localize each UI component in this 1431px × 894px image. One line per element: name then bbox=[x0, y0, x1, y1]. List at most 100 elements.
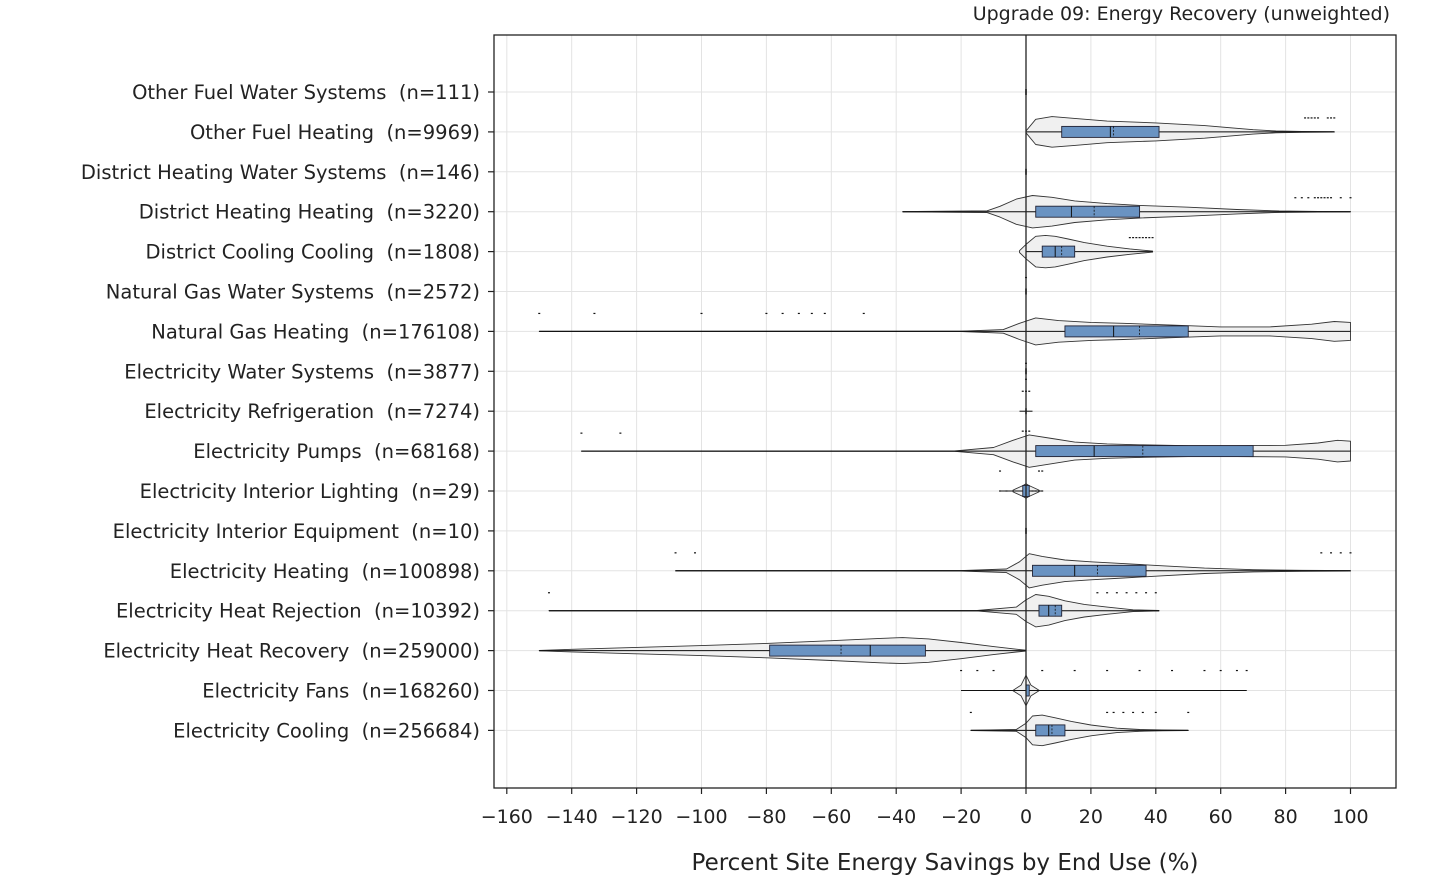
x-tick-label: 20 bbox=[1079, 806, 1103, 828]
category-label: Electricity Interior Equipment (n=10) bbox=[113, 520, 480, 543]
x-tick-label: −100 bbox=[675, 806, 727, 828]
x-tick-label: 40 bbox=[1144, 806, 1168, 828]
outlier-point bbox=[781, 312, 784, 315]
outlier-point bbox=[1138, 669, 1141, 672]
outlier-point bbox=[1339, 197, 1342, 199]
outlier-point bbox=[1323, 197, 1326, 199]
outlier-point bbox=[1320, 197, 1323, 199]
outlier-point bbox=[1294, 197, 1297, 199]
outlier-point bbox=[593, 312, 596, 315]
outlier-point bbox=[1313, 117, 1316, 119]
grid-lines bbox=[494, 35, 1396, 788]
outlier-point bbox=[1028, 430, 1031, 432]
outlier-point bbox=[674, 552, 677, 554]
outlier-point bbox=[1073, 669, 1076, 672]
outlier-point bbox=[1028, 390, 1031, 392]
category-label: District Heating Heating (n=3220) bbox=[139, 201, 480, 224]
outlier-point bbox=[1034, 490, 1037, 492]
x-tick-label: 60 bbox=[1209, 806, 1233, 828]
violin-group bbox=[1025, 116, 1336, 148]
outlier-point bbox=[580, 432, 583, 434]
outlier-point bbox=[810, 312, 813, 315]
outlier-point bbox=[1349, 552, 1352, 554]
outlier-point bbox=[1145, 592, 1148, 594]
outlier-point bbox=[538, 312, 541, 315]
iqr-box bbox=[769, 644, 926, 657]
outlier-point bbox=[1037, 490, 1040, 492]
outlier-point bbox=[1304, 117, 1307, 119]
violin-group bbox=[969, 711, 1190, 747]
outlier-point bbox=[797, 312, 800, 315]
outlier-point bbox=[1145, 237, 1148, 239]
outlier-point bbox=[1307, 117, 1310, 119]
outlier-point bbox=[992, 669, 995, 672]
outlier-point bbox=[694, 552, 697, 554]
x-tick-label: −120 bbox=[611, 806, 663, 828]
category-label: Other Fuel Water Systems (n=111) bbox=[132, 81, 480, 104]
category-label: Electricity Heat Recovery (n=259000) bbox=[103, 640, 480, 663]
outlier-point bbox=[1330, 197, 1333, 199]
outlier-point bbox=[823, 312, 826, 315]
outlier-point bbox=[1320, 552, 1323, 554]
outlier-point bbox=[1330, 117, 1333, 119]
iqr-box bbox=[1064, 325, 1189, 338]
x-tick-label: −80 bbox=[746, 806, 786, 828]
category-label: Electricity Fans (n=168260) bbox=[202, 680, 480, 703]
outlier-point bbox=[976, 669, 979, 672]
x-axis-label: Percent Site Energy Savings by End Use (… bbox=[692, 850, 1199, 876]
outlier-point bbox=[1148, 237, 1151, 239]
outlier-point bbox=[1031, 490, 1034, 492]
outlier-point bbox=[1326, 117, 1329, 119]
iqr-box bbox=[1041, 245, 1076, 258]
x-tick-label: 80 bbox=[1274, 806, 1298, 828]
outlier-point bbox=[969, 711, 972, 714]
outlier-point bbox=[1125, 592, 1128, 594]
iqr-box bbox=[1038, 604, 1063, 617]
outlier-point bbox=[1300, 197, 1303, 199]
category-label: Natural Gas Heating (n=176108) bbox=[151, 320, 480, 343]
outlier-point bbox=[1005, 490, 1008, 492]
outlier-point bbox=[1021, 390, 1024, 392]
outlier-point bbox=[1333, 117, 1336, 119]
outlier-point bbox=[999, 470, 1002, 472]
category-label: Other Fuel Heating (n=9969) bbox=[190, 121, 480, 144]
category-label: Electricity Cooling (n=256684) bbox=[173, 719, 480, 742]
outlier-point bbox=[1317, 197, 1320, 199]
x-tick-label: −20 bbox=[941, 806, 981, 828]
outlier-point bbox=[619, 432, 622, 434]
outlier-point bbox=[1349, 197, 1352, 199]
outlier-point bbox=[1021, 430, 1024, 432]
iqr-box bbox=[1035, 205, 1141, 218]
chart-title: Upgrade 09: Energy Recovery (unweighted) bbox=[973, 3, 1390, 25]
category-label: Natural Gas Water Systems (n=2572) bbox=[106, 281, 480, 304]
category-label: Electricity Heat Rejection (n=10392) bbox=[116, 600, 480, 623]
outlier-point bbox=[1041, 669, 1044, 672]
outlier-point bbox=[1245, 669, 1248, 672]
outlier-point bbox=[1141, 237, 1144, 239]
outlier-point bbox=[1339, 552, 1342, 554]
outlier-point bbox=[1106, 592, 1109, 594]
outlier-point bbox=[1135, 237, 1138, 239]
outlier-point bbox=[1106, 669, 1109, 672]
violin-group bbox=[902, 195, 1352, 229]
outlier-point bbox=[1219, 669, 1222, 672]
axes: −160 −140 −120 −100 −80 −60 −40 −20 0 20 40 60 80 100… bbox=[81, 34, 1397, 828]
violin-group bbox=[580, 432, 1351, 472]
x-tick-label: −160 bbox=[481, 806, 533, 828]
x-tick-label: −60 bbox=[811, 806, 851, 828]
category-label: Electricity Refrigeration (n=7274) bbox=[144, 400, 480, 423]
outlier-point bbox=[862, 312, 865, 315]
outlier-point bbox=[1313, 197, 1316, 199]
violin-group bbox=[547, 592, 1160, 628]
category-label: Electricity Heating (n=100898) bbox=[170, 560, 480, 583]
iqr-box bbox=[1035, 724, 1066, 737]
outlier-point bbox=[1330, 552, 1333, 554]
violin-group bbox=[538, 312, 1351, 346]
outlier-point bbox=[999, 490, 1002, 492]
iqr-box bbox=[1032, 564, 1147, 577]
outlier-point bbox=[1135, 592, 1138, 594]
violin-group bbox=[1019, 234, 1154, 269]
outlier-point bbox=[1115, 592, 1118, 594]
outlier-point bbox=[1141, 711, 1144, 714]
x-tick-label: 0 bbox=[1020, 806, 1032, 828]
